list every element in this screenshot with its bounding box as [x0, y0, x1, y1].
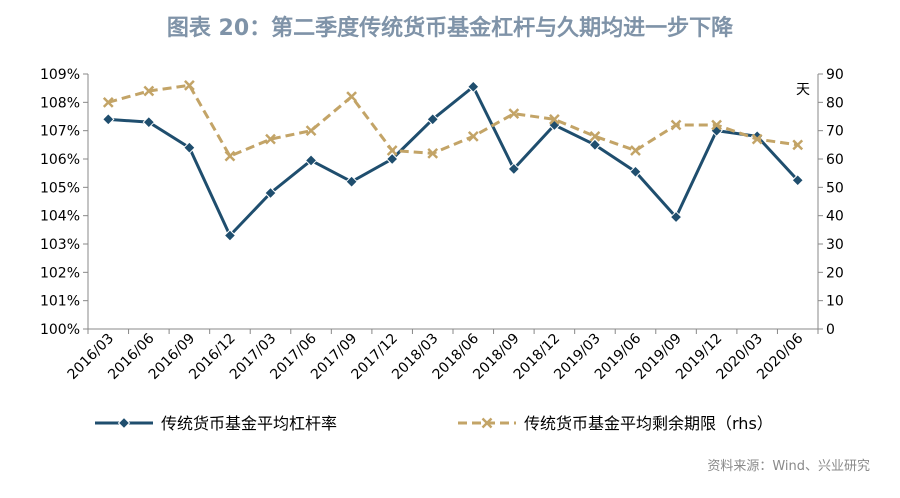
data-point-marker — [143, 85, 155, 97]
right-tick-label: 70 — [826, 124, 844, 140]
left-tick-label: 102% — [40, 265, 80, 281]
data-point-marker — [183, 141, 196, 154]
legend-label: 传统货币基金平均剩余期限（rhs） — [524, 414, 773, 433]
data-point-marker — [629, 165, 642, 178]
data-point-marker — [549, 113, 560, 125]
left-tick-label: 100% — [40, 322, 80, 338]
data-point-marker — [224, 150, 236, 162]
data-point-marker — [386, 145, 398, 156]
data-point-marker — [507, 162, 521, 176]
data-point-marker — [588, 138, 602, 152]
left-tick-label: 101% — [40, 294, 80, 310]
data-point-marker — [305, 125, 317, 137]
series-line-0 — [108, 85, 799, 237]
data-point-marker — [264, 186, 277, 200]
legend-label: 传统货币基金平均杠杆率 — [161, 414, 337, 433]
data-point-marker — [102, 96, 114, 108]
data-point-marker — [304, 154, 318, 167]
data-point-marker — [630, 145, 641, 156]
right-tick-label: 0 — [826, 322, 835, 338]
left-tick-label: 106% — [40, 152, 80, 168]
legend-swatch-marker — [481, 417, 493, 429]
data-point-marker — [142, 115, 156, 129]
left-tick-label: 105% — [40, 180, 80, 196]
data-point-marker — [711, 119, 722, 131]
data-point-marker — [508, 108, 520, 120]
right-axis-unit-label: 天 — [796, 82, 810, 98]
data-point-marker — [265, 133, 276, 145]
left-tick-label: 107% — [40, 124, 80, 140]
source-note: 资料来源：Wind、兴业研究 — [707, 459, 870, 474]
right-tick-label: 50 — [826, 180, 844, 196]
right-tick-label: 20 — [826, 265, 844, 281]
left-tick-label: 103% — [40, 237, 80, 253]
data-point-marker — [223, 229, 237, 242]
data-point-marker — [792, 139, 804, 151]
right-tick-label: 30 — [826, 237, 844, 253]
data-point-marker — [346, 91, 357, 103]
data-point-marker — [385, 152, 399, 166]
series-line-1 — [107, 83, 798, 158]
data-point-marker — [467, 80, 480, 93]
data-point-marker — [751, 133, 763, 145]
chart-title: 图表 20：第二季度传统货币基金杠杆与久期均进一步下降 — [166, 16, 734, 41]
data-point-marker — [791, 174, 804, 187]
data-point-marker — [467, 130, 479, 142]
left-tick-label: 104% — [40, 209, 80, 225]
data-point-marker — [184, 79, 195, 91]
data-point-marker — [669, 210, 683, 224]
legend-swatch-marker — [117, 416, 131, 430]
left-tick-label: 109% — [40, 67, 80, 83]
data-point-marker — [426, 113, 439, 126]
right-tick-label: 40 — [826, 209, 844, 225]
data-point-marker — [345, 175, 358, 188]
data-point-marker — [102, 113, 115, 126]
right-tick-label: 90 — [826, 67, 844, 83]
right-tick-label: 10 — [826, 294, 844, 310]
left-tick-label: 108% — [40, 95, 80, 111]
right-tick-label: 80 — [826, 95, 844, 111]
data-point-marker — [670, 119, 682, 131]
data-point-marker — [427, 147, 439, 159]
right-tick-label: 60 — [826, 152, 844, 168]
data-point-marker — [589, 130, 601, 142]
